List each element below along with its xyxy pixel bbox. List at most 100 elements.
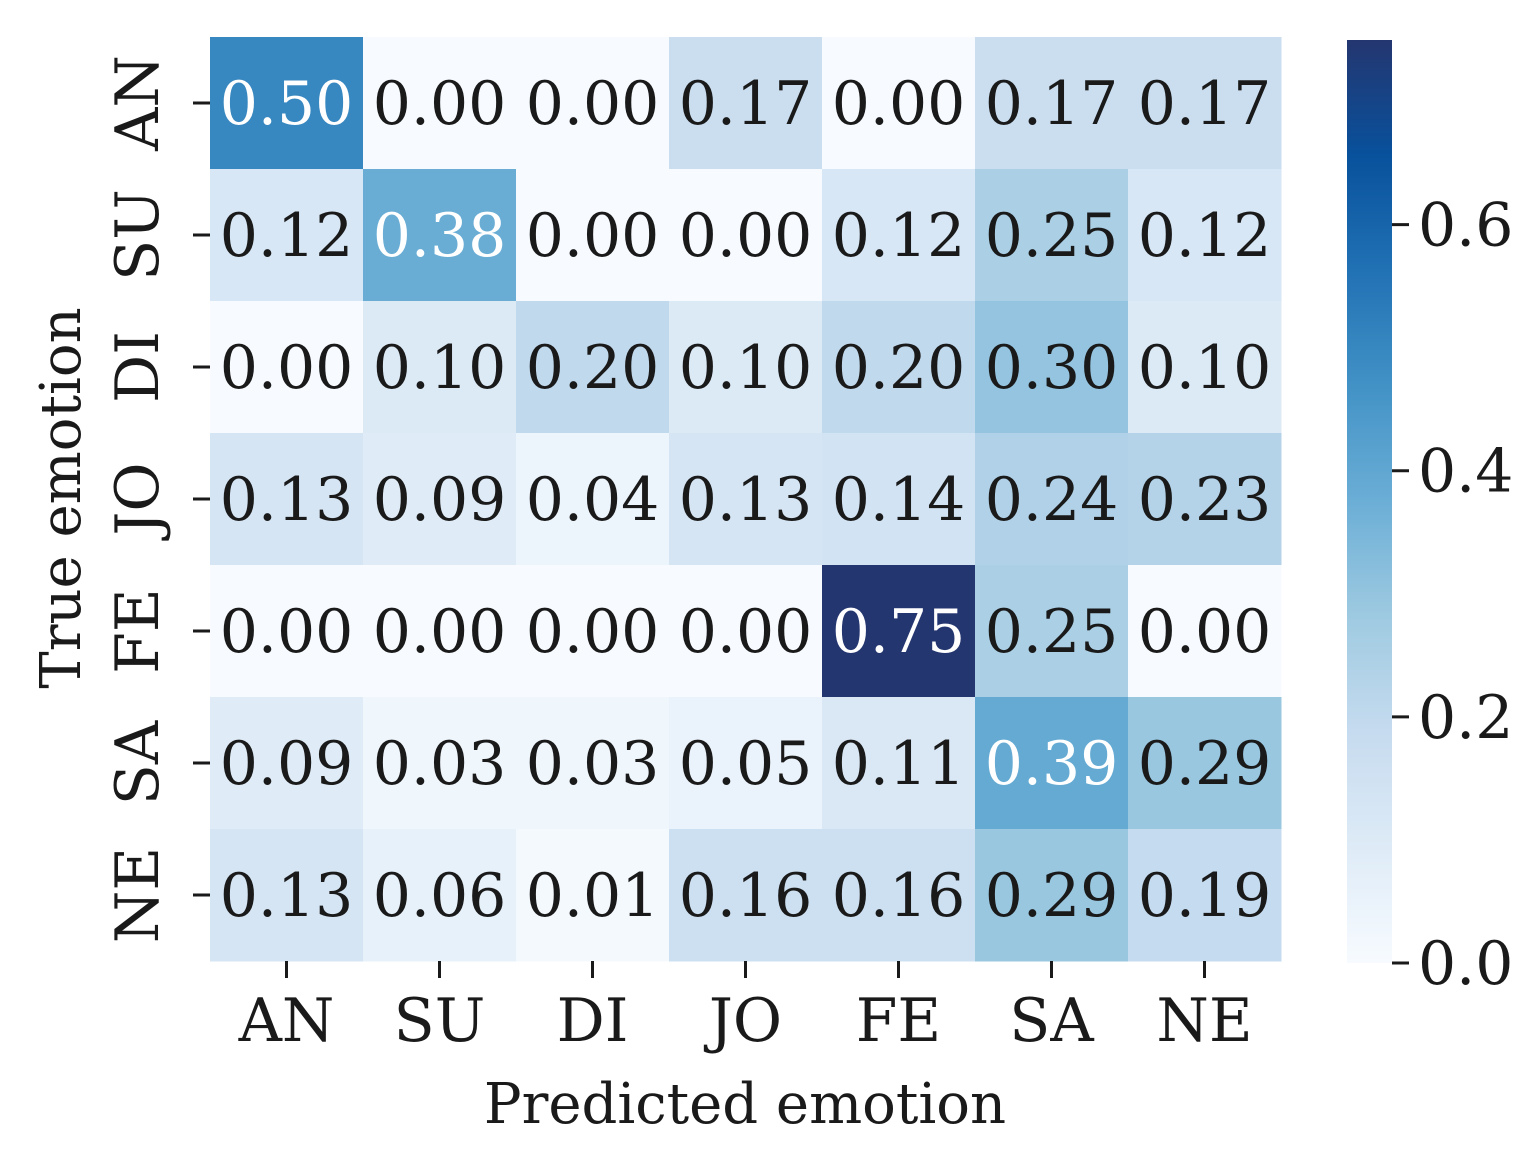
cell-value-label: 0.10 bbox=[679, 333, 813, 403]
heatmap-cell-DI-AN bbox=[210, 301, 364, 434]
x-tick-label-an: AN bbox=[238, 986, 335, 1056]
cell-value-label: 0.19 bbox=[1138, 861, 1272, 931]
cell-value-label: 0.00 bbox=[832, 69, 966, 139]
cell-value-label: 0.17 bbox=[1138, 69, 1272, 139]
cell-value-label: 0.17 bbox=[679, 69, 813, 139]
y-tick-label-jo: JO bbox=[103, 462, 173, 541]
colorbar: 0.0 0.2 0.4 0.6 bbox=[1347, 40, 1513, 999]
cell-value-label: 0.03 bbox=[526, 729, 660, 799]
heatmap-cell-DI-DI bbox=[516, 301, 670, 434]
x-tick-label-su: SU bbox=[394, 986, 486, 1056]
cell-value-label: 0.13 bbox=[220, 861, 354, 931]
cell-value-label: 0.12 bbox=[1138, 201, 1272, 271]
heatmap-cell-AN-AN bbox=[210, 37, 364, 170]
heatmap-cell-SU-JO bbox=[669, 169, 823, 302]
heatmap-cell-DI-FE bbox=[822, 301, 976, 434]
cell-value-label: 0.20 bbox=[832, 333, 966, 403]
heatmap-cell-SA-JO bbox=[669, 697, 823, 830]
cell-value-label: 0.12 bbox=[220, 201, 354, 271]
y-tick-label-fe: FE bbox=[103, 588, 173, 673]
heatmap-cell-SA-SU bbox=[363, 697, 517, 830]
heatmap-cell-AN-JO bbox=[669, 37, 823, 170]
heatmap-cell-JO-JO bbox=[669, 433, 823, 566]
cell-value-label: 0.25 bbox=[985, 201, 1119, 271]
heatmap-cell-SA-SA bbox=[975, 697, 1129, 830]
x-tick-label-ne: NE bbox=[1156, 986, 1252, 1056]
cell-value-label: 0.03 bbox=[373, 729, 507, 799]
heatmap-cell-FE-SU bbox=[363, 565, 517, 698]
heatmap-cell-SA-NE bbox=[1128, 697, 1282, 830]
heatmap-cell-JO-SA bbox=[975, 433, 1129, 566]
heatmap-cell-FE-NE bbox=[1128, 565, 1282, 698]
cell-value-label: 0.29 bbox=[985, 861, 1119, 931]
heatmap-cell-AN-DI bbox=[516, 37, 670, 170]
colorbar-tick-label: 0.0 bbox=[1418, 929, 1513, 999]
heatmap-cell-SU-NE bbox=[1128, 169, 1282, 302]
cell-value-label: 0.06 bbox=[373, 861, 507, 931]
heatmap-cell-NE-FE bbox=[822, 829, 976, 962]
heatmap-cell-NE-NE bbox=[1128, 829, 1282, 962]
cell-value-label: 0.23 bbox=[1138, 465, 1272, 535]
heatmap-cell-FE-DI bbox=[516, 565, 670, 698]
y-axis: AN SU DI JO FE SA NE bbox=[103, 55, 210, 943]
heatmap-cell-JO-SU bbox=[363, 433, 517, 566]
heatmap-cell-SU-SU bbox=[363, 169, 517, 302]
cell-value-label: 0.13 bbox=[220, 465, 354, 535]
heatmap-cell-DI-SU bbox=[363, 301, 517, 434]
heatmap-cell-SU-SA bbox=[975, 169, 1129, 302]
heatmap-cell-DI-NE bbox=[1128, 301, 1282, 434]
heatmap-cell-SU-FE bbox=[822, 169, 976, 302]
cell-value-label: 0.30 bbox=[985, 333, 1119, 403]
y-tick-label-ne: NE bbox=[103, 847, 173, 943]
cell-value-label: 0.04 bbox=[526, 465, 660, 535]
cell-value-label: 0.20 bbox=[526, 333, 660, 403]
y-axis-title: True emotion bbox=[29, 307, 94, 688]
cell-value-label: 0.00 bbox=[1138, 597, 1272, 667]
cell-value-label: 0.39 bbox=[985, 729, 1119, 799]
heatmap-cell-AN-FE bbox=[822, 37, 976, 170]
colorbar-tick-label: 0.6 bbox=[1418, 191, 1513, 261]
heatmap-cell-JO-FE bbox=[822, 433, 976, 566]
x-tick-label-fe: FE bbox=[856, 986, 941, 1056]
cell-value-label: 0.00 bbox=[220, 597, 354, 667]
colorbar-tick-label: 0.2 bbox=[1418, 683, 1513, 753]
cell-value-label: 0.00 bbox=[679, 597, 813, 667]
heatmap-cell-SU-AN bbox=[210, 169, 364, 302]
cell-value-label: 0.16 bbox=[679, 861, 813, 931]
heatmap-cell-FE-AN bbox=[210, 565, 364, 698]
heatmap-cell-FE-SA bbox=[975, 565, 1129, 698]
heatmap-cell-AN-SA bbox=[975, 37, 1129, 170]
y-tick-label-sa: SA bbox=[103, 720, 173, 805]
cell-value-label: 0.17 bbox=[985, 69, 1119, 139]
cell-value-label: 0.10 bbox=[1138, 333, 1272, 403]
heatmap-cell-NE-DI bbox=[516, 829, 670, 962]
cell-value-label: 0.38 bbox=[373, 201, 507, 271]
x-tick-label-sa: SA bbox=[1009, 986, 1094, 1056]
heatmap-cell-NE-SU bbox=[363, 829, 517, 962]
colorbar-tick-label: 0.4 bbox=[1418, 437, 1513, 507]
x-axis-title: Predicted emotion bbox=[484, 1072, 1006, 1137]
cell-value-label: 0.50 bbox=[220, 69, 354, 139]
cell-value-label: 0.01 bbox=[526, 861, 660, 931]
y-tick-label-di: DI bbox=[103, 331, 173, 403]
heatmap-cell-DI-SA bbox=[975, 301, 1129, 434]
heatmap-cell-labels: 0.50 0.00 0.00 0.17 0.00 0.17 0.17 0.12 0.38 0.00… bbox=[220, 69, 1272, 931]
heatmap-cell-NE-SA bbox=[975, 829, 1129, 962]
heatmap-cell-AN-NE bbox=[1128, 37, 1282, 170]
cell-value-label: 0.13 bbox=[679, 465, 813, 535]
cell-value-label: 0.16 bbox=[832, 861, 966, 931]
cell-value-label: 0.10 bbox=[373, 333, 507, 403]
cell-value-label: 0.12 bbox=[832, 201, 966, 271]
cell-value-label: 0.75 bbox=[832, 597, 966, 667]
cell-value-label: 0.00 bbox=[679, 201, 813, 271]
cell-value-label: 0.00 bbox=[220, 333, 354, 403]
cell-value-label: 0.09 bbox=[220, 729, 354, 799]
colorbar-gradient bbox=[1347, 40, 1392, 963]
cell-value-label: 0.29 bbox=[1138, 729, 1272, 799]
heatmap-cell-NE-AN bbox=[210, 829, 364, 962]
heatmap-cell-JO-AN bbox=[210, 433, 364, 566]
cell-value-label: 0.09 bbox=[373, 465, 507, 535]
cell-value-label: 0.05 bbox=[679, 729, 813, 799]
